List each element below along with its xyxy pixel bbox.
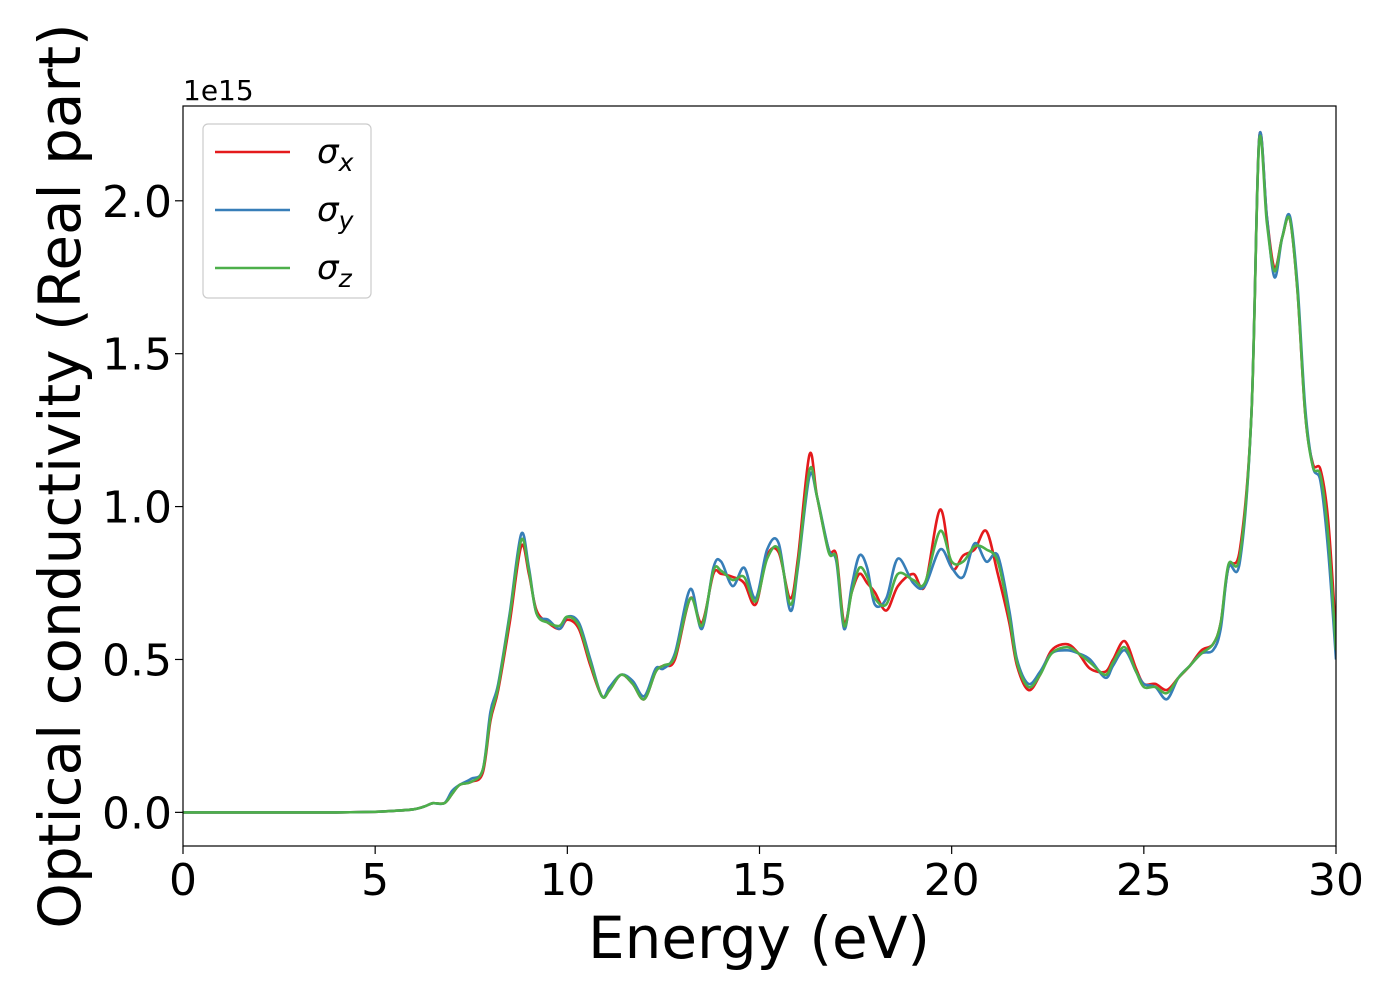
y-axis-ticks: 0.0 0.5 1.0 1.5 2.0 — [102, 177, 183, 839]
x-tick-label: 25 — [1116, 855, 1172, 906]
x-axis-label: Energy (eV) — [588, 904, 930, 972]
x-tick-label: 30 — [1308, 855, 1364, 906]
offset-text: 1e15 — [183, 74, 254, 107]
y-tick-label: 0.5 — [102, 635, 172, 686]
x-tick-label: 0 — [169, 855, 197, 906]
y-tick-label: 1.5 — [102, 330, 172, 381]
plot-area — [183, 106, 1336, 846]
x-tick-label: 15 — [732, 855, 788, 906]
y-axis-label: Optical conductivity (Real part) — [26, 23, 94, 928]
y-tick-label: 1.0 — [102, 483, 172, 534]
x-tick-label: 10 — [539, 855, 595, 906]
x-tick-label: 20 — [924, 855, 980, 906]
series-layer — [183, 130, 1336, 814]
x-tick-label: 5 — [361, 855, 389, 906]
y-tick-label: 0.0 — [102, 788, 172, 839]
series-line-sigma-z — [183, 134, 1336, 814]
y-tick-label: 2.0 — [102, 177, 172, 228]
x-axis-ticks: 0 5 10 15 20 25 30 — [169, 846, 1364, 906]
